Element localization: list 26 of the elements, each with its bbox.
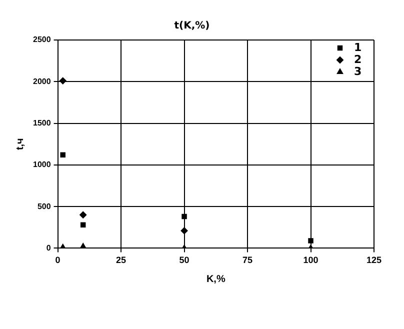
point (80, 243, 86, 248)
x-tick-label: 125 (366, 255, 382, 266)
point (80, 211, 87, 218)
point (182, 214, 187, 220)
point (60, 152, 66, 158)
x-tick-label: 25 (116, 255, 126, 266)
point (180, 227, 188, 234)
legend-label: 2 (354, 52, 362, 66)
y-tick-label: 1500 (33, 118, 52, 128)
chart-title: t(K,%) (174, 20, 210, 32)
point (308, 238, 314, 244)
x-tick-label: 75 (242, 255, 253, 266)
y-tick-label: 1000 (33, 160, 52, 170)
y-tick-label: 2000 (33, 76, 52, 86)
y-axis-title: t,ч (14, 138, 26, 150)
x-axis-title: K,% (206, 274, 226, 285)
legend-label: 3 (354, 64, 362, 78)
point (80, 222, 86, 228)
point (59, 77, 66, 84)
y-tick-label: 0 (46, 243, 52, 252)
y-tick-label: 500 (37, 202, 52, 211)
x-tick-label: 0 (55, 255, 60, 266)
y-tick-label: 2500 (33, 35, 52, 44)
x-tick-label: 100 (303, 255, 318, 266)
legend-label: 1 (354, 40, 362, 54)
x-tick-label: 50 (179, 255, 190, 266)
